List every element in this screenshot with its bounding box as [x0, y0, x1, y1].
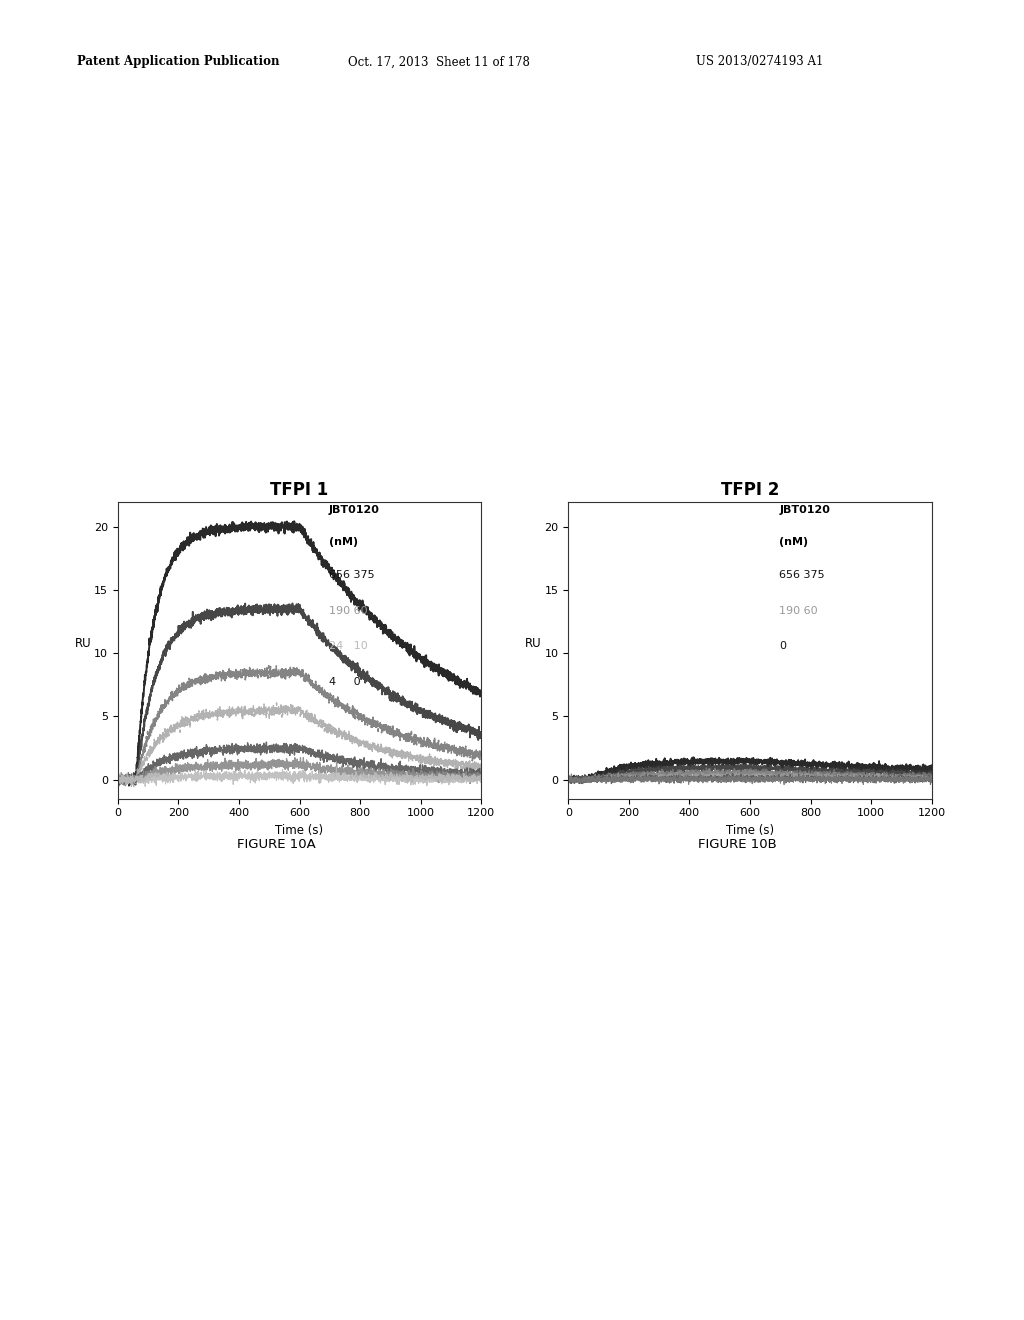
X-axis label: Time (s): Time (s) [275, 824, 324, 837]
Text: Oct. 17, 2013  Sheet 11 of 178: Oct. 17, 2013 Sheet 11 of 178 [348, 55, 530, 69]
X-axis label: Time (s): Time (s) [726, 824, 774, 837]
Title: TFPI 2: TFPI 2 [721, 480, 779, 499]
Title: TFPI 1: TFPI 1 [270, 480, 329, 499]
Text: 190 60: 190 60 [329, 606, 368, 615]
Text: FIGURE 10B: FIGURE 10B [698, 838, 776, 851]
Text: 656 375: 656 375 [329, 570, 374, 579]
Text: (nM): (nM) [329, 537, 357, 548]
Text: JBT0120: JBT0120 [779, 504, 830, 515]
Text: 656 375: 656 375 [779, 570, 824, 579]
Text: (nM): (nM) [779, 537, 808, 548]
Text: 24   10: 24 10 [329, 642, 368, 651]
Text: Patent Application Publication: Patent Application Publication [77, 55, 280, 69]
Text: JBT0120: JBT0120 [329, 504, 380, 515]
Text: US 2013/0274193 A1: US 2013/0274193 A1 [696, 55, 823, 69]
Text: 4     0: 4 0 [329, 677, 360, 686]
Text: 0: 0 [779, 642, 786, 651]
Text: FIGURE 10A: FIGURE 10A [238, 838, 315, 851]
Y-axis label: RU: RU [75, 638, 91, 651]
Text: 190 60: 190 60 [779, 606, 818, 615]
Y-axis label: RU: RU [525, 638, 542, 651]
